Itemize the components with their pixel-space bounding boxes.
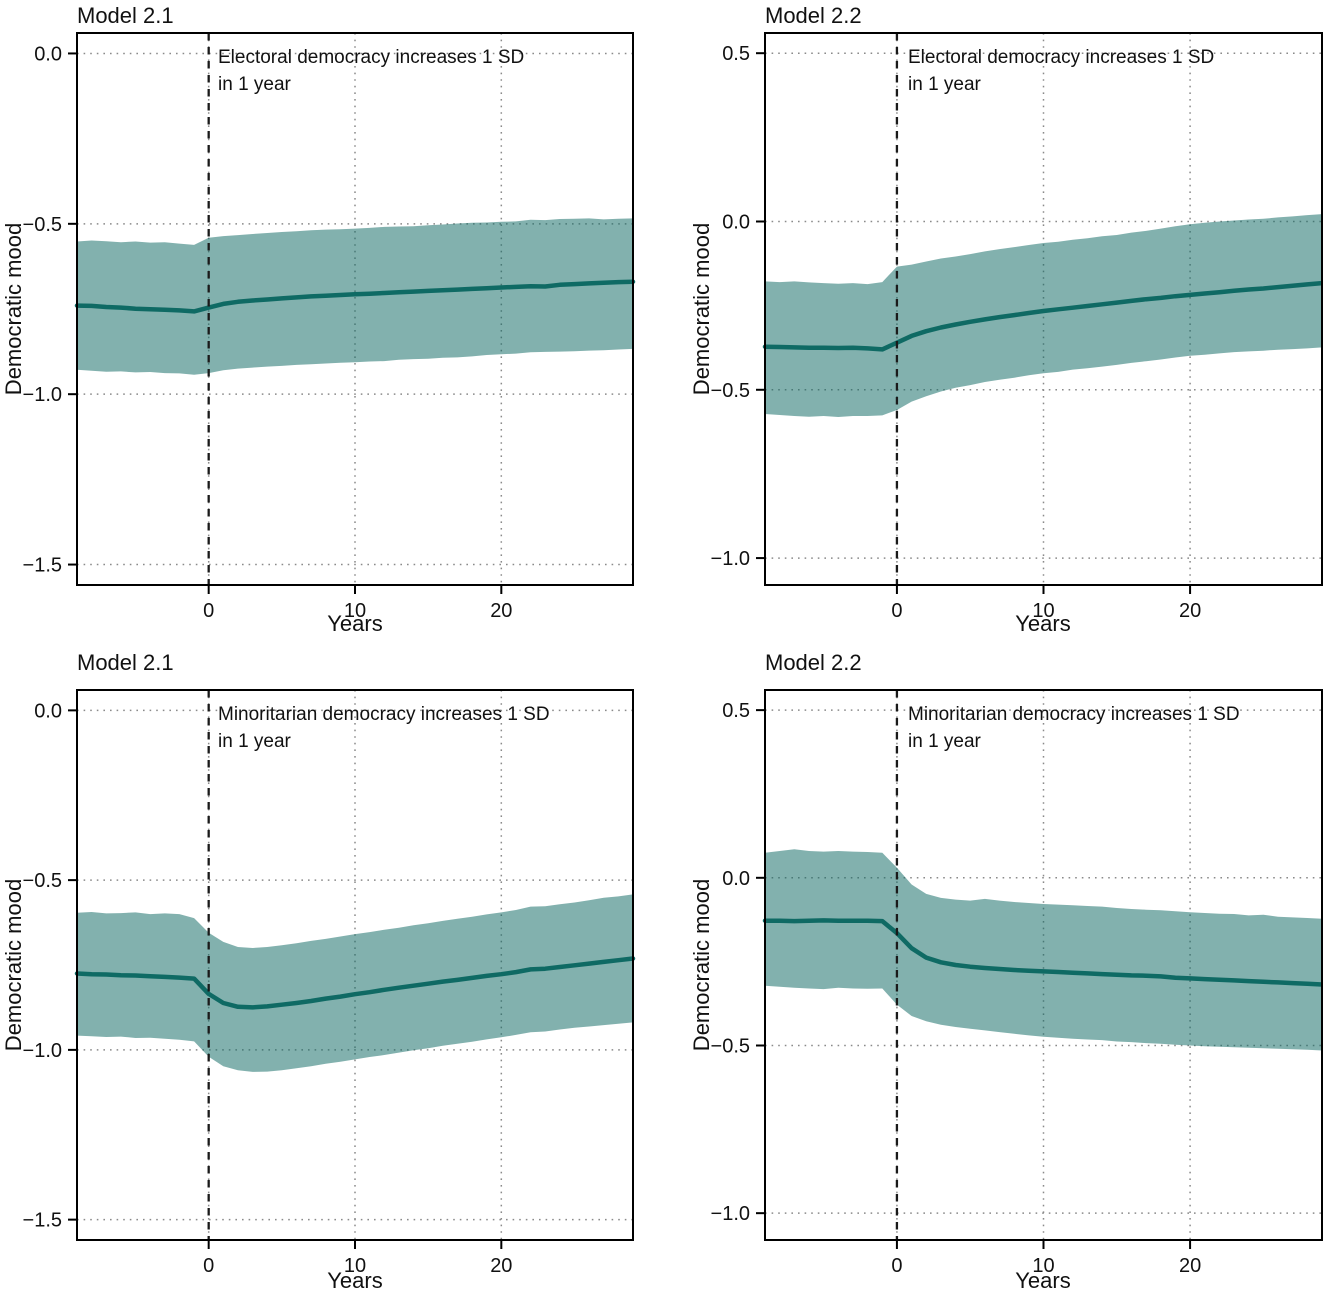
x-tick-label: 0 <box>203 600 214 622</box>
y-tick-label: −0.5 <box>711 380 750 402</box>
annotation-line: in 1 year <box>218 74 291 95</box>
x-tick-label: 10 <box>1032 1255 1054 1277</box>
y-tick-label: −1.0 <box>711 1203 750 1225</box>
panel-top-left-chart: 0.0 −0.5 −1.0 −1.5 0 10 20 <box>23 32 636 622</box>
annotation-line: in 1 year <box>908 74 981 95</box>
annotation-line: Electoral democracy increases 1 SD <box>908 47 1215 68</box>
annotation-line: Minoritarian democracy increases 1 SD <box>218 704 550 725</box>
posterior-mean-line <box>762 918 1323 987</box>
y-axis-title-top-left: Democratic mood <box>1 222 26 396</box>
y-tick-label: 0.0 <box>722 868 750 890</box>
y-tick-label: −1.5 <box>23 555 62 577</box>
y-tick-label: −1.0 <box>23 384 62 406</box>
annotation-line: Minoritarian democracy increases 1 SD <box>908 704 1240 725</box>
y-axis-title-top-right: Democratic mood <box>689 222 714 396</box>
annotation-top-left: Electoral democracy increases 1 SD in 1 … <box>218 44 524 98</box>
posterior-mean-line <box>74 956 636 1010</box>
panel-top-right-title: Model 2.2 <box>765 3 862 28</box>
y-axis-title-bottom-right: Democratic mood <box>689 878 714 1052</box>
x-tick-label: 0 <box>891 600 902 622</box>
x-tick-label: 0 <box>891 1255 902 1277</box>
x-tick-label: 0 <box>203 1255 214 1277</box>
credible-interval-band <box>765 849 1322 1051</box>
panel-bottom-right-chart: 0.5 0.0 −0.5 −1.0 0 10 20 <box>711 689 1323 1277</box>
credible-interval-band <box>77 218 633 375</box>
x-tick-label: 20 <box>1179 600 1201 622</box>
x-tick-label: 10 <box>1032 600 1054 622</box>
credible-interval-band <box>77 894 633 1072</box>
panel-bottom-right-title: Model 2.2 <box>765 650 862 675</box>
y-tick-label: −0.5 <box>711 1035 750 1057</box>
x-tick-label: 20 <box>490 1255 512 1277</box>
annotation-bottom-right: Minoritarian democracy increases 1 SD in… <box>908 701 1240 755</box>
y-tick-label: −1.0 <box>23 1040 62 1062</box>
annotation-top-right: Electoral democracy increases 1 SD in 1 … <box>908 44 1214 98</box>
annotation-bottom-left: Minoritarian democracy increases 1 SD in… <box>218 701 550 755</box>
y-tick-label: 0.0 <box>722 211 750 233</box>
x-axis-title-bottom-right: Years <box>1015 1268 1071 1293</box>
x-tick-label: 20 <box>1179 1255 1201 1277</box>
x-axis-title-top-right: Years <box>1015 611 1071 636</box>
y-axis-title-bottom-left: Democratic mood <box>1 878 26 1052</box>
posterior-mean-line <box>74 279 636 314</box>
panel-top-left-title: Model 2.1 <box>77 3 174 28</box>
x-axis-title-bottom-left: Years <box>327 1268 383 1293</box>
posterior-mean-line <box>762 280 1323 352</box>
x-tick-label: 10 <box>344 1255 366 1277</box>
annotation-line: in 1 year <box>218 731 291 752</box>
y-tick-label: −0.5 <box>23 214 62 236</box>
panel-top-right-chart: 0.5 0.0 −0.5 −1.0 0 10 20 <box>711 32 1323 622</box>
annotation-line: in 1 year <box>908 731 981 752</box>
y-tick-label: 0.0 <box>34 700 62 722</box>
panel-bottom-left-title: Model 2.1 <box>77 650 174 675</box>
x-tick-label: 10 <box>344 600 366 622</box>
y-tick-label: −0.5 <box>23 870 62 892</box>
annotation-line: Electoral democracy increases 1 SD <box>218 47 525 68</box>
y-tick-label: −1.5 <box>23 1210 62 1232</box>
credible-interval-band <box>765 214 1322 417</box>
y-tick-label: 0.5 <box>722 700 750 722</box>
panel-bottom-left-chart: 0.0 −0.5 −1.0 −1.5 0 10 20 <box>23 689 636 1277</box>
y-tick-label: −1.0 <box>711 548 750 570</box>
x-axis-title-top-left: Years <box>327 611 383 636</box>
x-tick-label: 20 <box>490 600 512 622</box>
y-tick-label: 0.0 <box>34 43 62 65</box>
y-tick-label: 0.5 <box>722 43 750 65</box>
